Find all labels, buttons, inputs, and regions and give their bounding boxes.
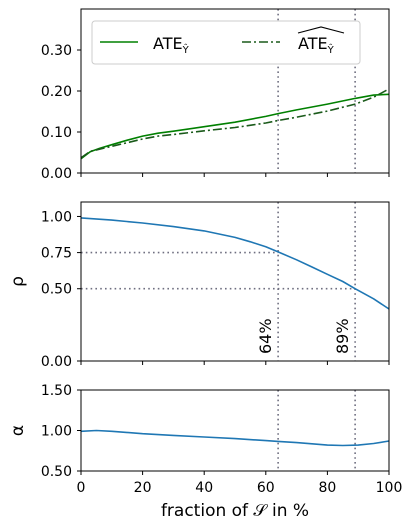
y-axis-label: α: [8, 425, 28, 436]
axes-frame: [80, 389, 390, 472]
panel-rho: 0.00 0.50 0.75 1.00 ρ 64% 89%: [8, 201, 390, 370]
hat-accent: [297, 26, 345, 34]
y-tick-label: 1.00: [41, 209, 72, 225]
series-line: [80, 93, 390, 160]
legend-label-base: ATE: [153, 34, 183, 53]
y-tick-label: 0.00: [41, 354, 72, 370]
x-tick-label: 60: [257, 480, 275, 496]
x-tick-label: 100: [376, 480, 403, 496]
y-tick-label: 0.10: [41, 125, 72, 141]
y-tick-label: 0.75: [41, 246, 72, 262]
y-tick-label: 0.30: [41, 43, 72, 59]
legend-label-base: ATE: [298, 34, 328, 53]
axes-frame: [80, 201, 390, 362]
vline-label: 89%: [333, 318, 352, 354]
y-axis-label: ρ: [8, 276, 28, 287]
y-tick-label: 0.50: [41, 464, 72, 480]
y-tick-label: 1.50: [41, 383, 72, 399]
vline-label: 64%: [256, 318, 275, 354]
legend-label-1: ATEŶ: [153, 34, 190, 56]
y-tick-label: 0.00: [41, 166, 72, 182]
x-axis-label: fraction of 𝒮 in %: [161, 501, 309, 521]
panel-ate: 0.000.100.200.30 ATEŶ ATEŶ: [41, 8, 390, 182]
y-tick-label: 1.00: [41, 424, 72, 440]
legend-label-2: ATEŶ: [298, 34, 335, 56]
x-tick-label: 80: [318, 480, 336, 496]
legend-box: [91, 20, 361, 65]
legend-label-subscript: Ŷ: [182, 43, 190, 56]
y-tick-label: 0.50: [41, 282, 72, 298]
x-tick-label: 40: [195, 480, 213, 496]
series-line: [80, 217, 390, 310]
x-tick-label: 20: [134, 480, 152, 496]
legend-label-subscript: Ŷ: [327, 43, 335, 56]
y-tick-label: 0.20: [41, 84, 72, 100]
legend: ATEŶ ATEŶ: [91, 20, 361, 65]
series-line: [80, 88, 390, 159]
panel-alpha: 0.50 1.00 1.50 0 20 40 60 80 100 α fraction of 𝒮 i…: [8, 383, 402, 521]
x-tick-label: 0: [77, 480, 86, 496]
series-line: [80, 429, 390, 447]
